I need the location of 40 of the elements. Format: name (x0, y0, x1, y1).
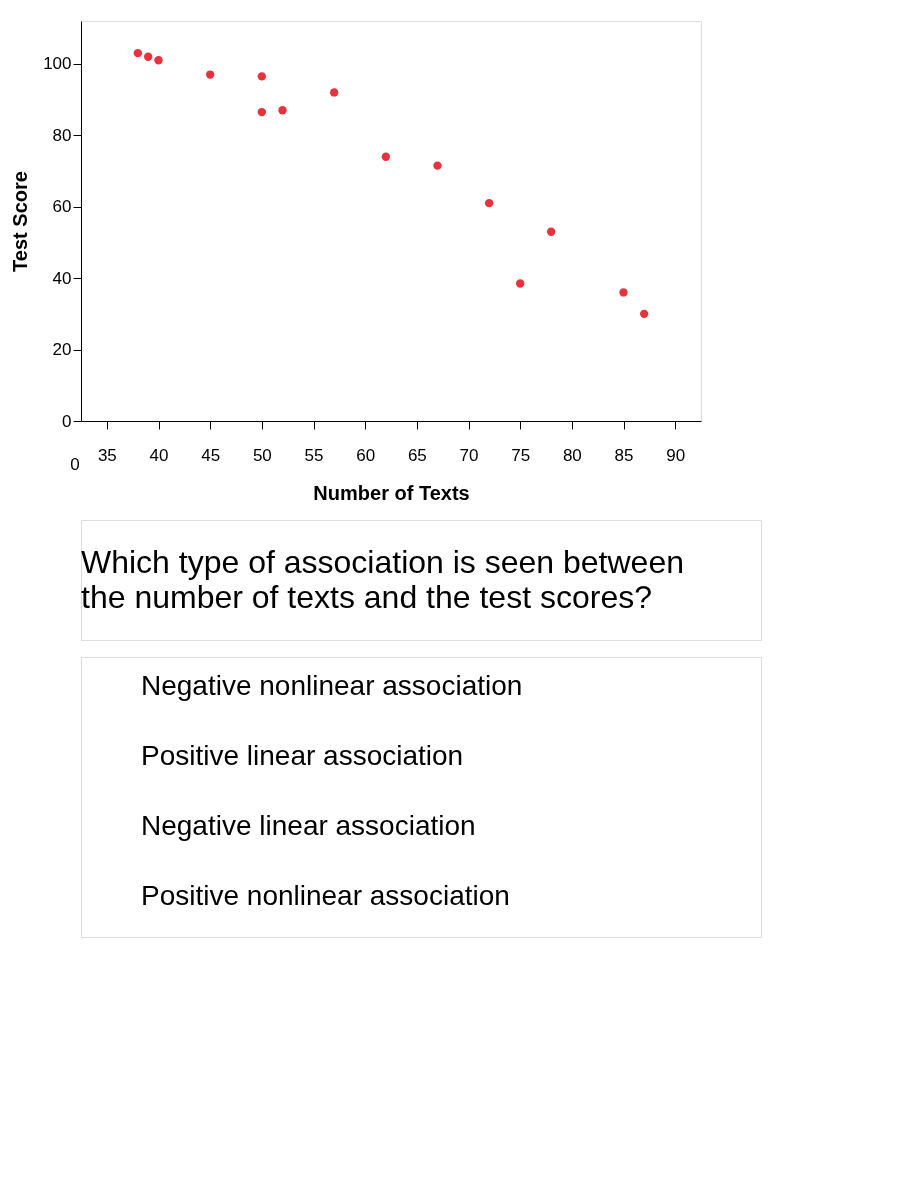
text: Positive nonlinear association (141, 880, 510, 911)
x-tick-label: 40 (149, 445, 169, 465)
x-tick-label: 75 (511, 445, 531, 465)
y-axis-title: Test Score (9, 171, 32, 272)
point (257, 72, 267, 81)
point (433, 161, 442, 170)
x-tick-label: 70 (459, 445, 479, 465)
x-tick-label: 45 (201, 445, 221, 465)
point (484, 198, 494, 208)
point (278, 106, 287, 115)
x-tick-label: 55 (304, 445, 324, 465)
point (154, 56, 163, 65)
text: Negative nonlinear association (141, 670, 523, 701)
point (133, 48, 143, 58)
y-tick-label: 100 (43, 54, 72, 74)
y-tick-label: 0 (62, 411, 72, 431)
text: Positive linear association (141, 740, 464, 771)
x-tick-label: 90 (666, 445, 686, 465)
x-tick-label: 35 (97, 445, 117, 465)
point (546, 227, 556, 236)
x-tick-label: 60 (356, 445, 376, 465)
text: Which type of association is seen between the number of texts and the test scores? (81, 543, 684, 615)
x-tick-label: 80 (562, 445, 582, 465)
point (205, 70, 215, 79)
y-tick-label: 20 (52, 340, 72, 360)
point (381, 152, 391, 161)
x-axis-title: Number of Texts (313, 481, 470, 504)
y-tick-label: 40 (52, 268, 72, 288)
point (515, 279, 525, 288)
x-tick-label: 50 (252, 445, 272, 465)
x-tick-label: 65 (407, 445, 427, 465)
y-tick-label: 60 (52, 197, 72, 217)
x-tick-label: 85 (614, 445, 634, 465)
point (143, 52, 153, 61)
point (329, 88, 339, 97)
y-tick-label: 80 (52, 125, 72, 145)
point (257, 107, 267, 117)
point (639, 309, 649, 319)
text: Negative linear association (141, 810, 476, 841)
point (619, 288, 628, 297)
